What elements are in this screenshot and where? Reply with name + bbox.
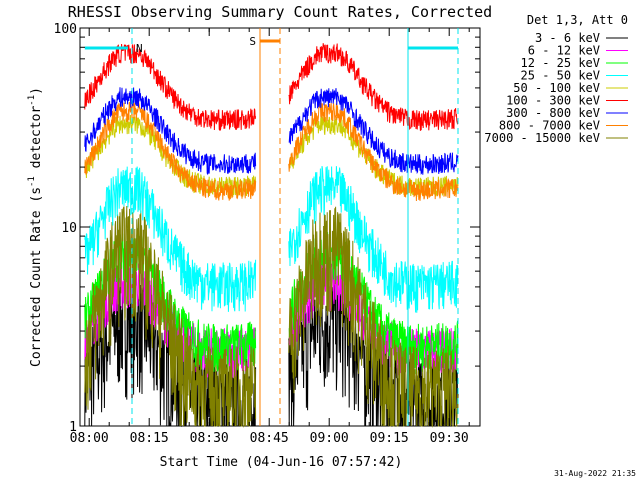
x-axis-label: Start Time (04-Jun-16 07:57:42) [160, 455, 403, 470]
x-tick-label: 08:45 [250, 431, 289, 446]
data-layer [84, 43, 459, 428]
x-tick-label: 08:15 [130, 431, 169, 446]
x-tick-label: 09:00 [310, 431, 349, 446]
x-tick-label: 09:30 [430, 431, 469, 446]
legend-label: 7000 - 15000 keV [484, 131, 600, 145]
series-trace [288, 43, 459, 131]
series-trace [288, 102, 459, 202]
legend-label: 800 - 7000 keV [499, 119, 600, 133]
legend-label: 300 - 800 keV [506, 106, 600, 120]
x-tick-label: 08:00 [70, 431, 109, 446]
x-tick-label: 09:15 [370, 431, 409, 446]
chart-title: RHESSI Observing Summary Count Rates, Co… [68, 3, 492, 21]
y-tick-label: 100 [54, 22, 77, 37]
legend-header: Det 1,3, Att 0 [527, 13, 628, 27]
y-tick-label: 1 [69, 420, 77, 435]
night-marker-label: N [136, 42, 143, 55]
x-tick-label: 08:30 [190, 431, 229, 446]
footer-timestamp: 31-Aug-2022 21:35 [554, 469, 636, 478]
series-trace [288, 206, 459, 428]
y-tick-label: 10 [61, 221, 77, 236]
legend-label: 25 - 50 keV [521, 69, 600, 83]
y-axis-label-sup1: -1 [27, 176, 37, 187]
legend-label: 6 - 12 keV [528, 44, 600, 58]
legend-label: 50 - 100 keV [513, 81, 600, 95]
y-axis-label-sup2: -1 [27, 95, 37, 106]
legend-label: 100 - 300 keV [506, 94, 600, 108]
legend-label: 3 - 6 keV [535, 31, 600, 45]
y-axis-label: Corrected Count Rate (s-1 detector-1) [27, 87, 44, 367]
series-trace [288, 88, 459, 175]
series-trace [84, 87, 257, 176]
series-trace [84, 43, 257, 131]
marker-layer: NS [84, 28, 459, 426]
series-trace [84, 205, 257, 428]
legend-label: 12 - 25 keV [521, 56, 600, 70]
axis-layer: 08:00 08:15 08:30 08:45 09:00 09:15 09:30 100 10… [54, 22, 480, 446]
series-trace [84, 166, 257, 312]
saa-marker-label: S [249, 35, 256, 48]
series-trace [288, 166, 459, 313]
series-trace [84, 101, 257, 201]
